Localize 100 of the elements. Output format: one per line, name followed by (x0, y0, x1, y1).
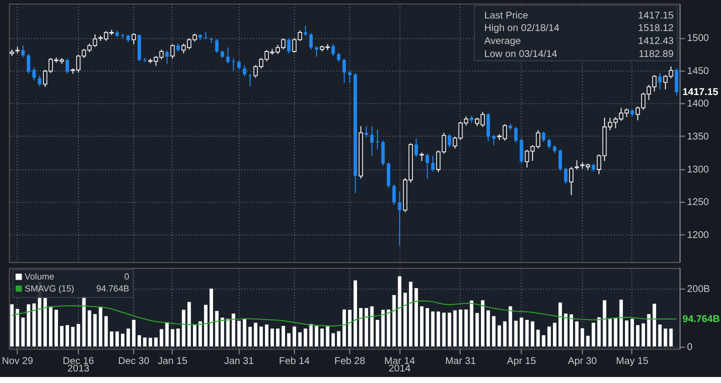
bar (143, 338, 147, 346)
bar (226, 318, 230, 346)
candlestick (26, 54, 30, 74)
bar (614, 318, 618, 346)
bar (170, 329, 174, 346)
candlestick (542, 130, 546, 142)
x-tick-label: Apr 15 (506, 356, 536, 368)
x-tick-label: Dec 30 (118, 356, 150, 368)
candlestick (336, 52, 340, 62)
candlestick (248, 73, 252, 87)
candlestick (398, 191, 402, 246)
candlestick (569, 166, 574, 196)
bar (364, 308, 368, 346)
bar (492, 316, 496, 346)
bar (60, 326, 64, 346)
bar (215, 310, 219, 346)
annotation: 94.764B (96, 284, 130, 294)
bar (552, 322, 556, 346)
x-tick-label: May 15 (616, 356, 649, 368)
x-tick-label: Mar 31 (445, 356, 476, 368)
bar (602, 300, 606, 346)
bar (652, 304, 656, 346)
bar (431, 312, 435, 346)
candlestick (486, 112, 490, 142)
bar (608, 318, 612, 346)
bar (48, 306, 52, 346)
bar (259, 326, 263, 346)
bar (436, 312, 440, 346)
x-tick-label: Nov 29 (2, 356, 34, 368)
text: 94.764B (682, 314, 720, 325)
annotation: 1182.89 (638, 48, 674, 60)
bar (88, 310, 92, 346)
bar (386, 309, 390, 346)
annotation: Low on 03/14/14 (484, 48, 558, 60)
bar (458, 309, 462, 346)
candlestick (38, 75, 42, 87)
candlestick (331, 44, 335, 57)
bar (287, 333, 291, 346)
bar (192, 325, 196, 346)
bar (98, 306, 102, 346)
bar (331, 333, 335, 346)
bar (420, 306, 424, 346)
bar (475, 312, 479, 346)
bar (464, 309, 468, 346)
bar (182, 310, 186, 346)
legend-label: Volume (24, 272, 54, 282)
bar (326, 325, 330, 346)
y-tick-label: 1300 (686, 164, 710, 176)
bar (376, 320, 380, 346)
bar (586, 336, 590, 346)
bar (498, 325, 502, 346)
bar (138, 335, 142, 346)
bar (354, 280, 358, 346)
bar (558, 302, 562, 346)
bar (43, 298, 47, 346)
candlestick (574, 160, 580, 170)
candlestick (132, 32, 136, 45)
candlestick (287, 38, 291, 54)
x-tick-label: Jan 31 (224, 356, 254, 368)
candlestick (558, 148, 562, 172)
bar (160, 329, 164, 346)
bar (10, 304, 14, 346)
bar (204, 304, 208, 346)
candlestick (342, 58, 346, 84)
bar (187, 302, 191, 346)
y-tick-label: 200B (686, 284, 710, 296)
bar (630, 318, 634, 346)
bar (398, 276, 402, 346)
y-tick-label: 0 (686, 342, 693, 353)
bar (82, 296, 86, 346)
bar (210, 288, 214, 346)
bar (403, 292, 407, 346)
candlestick (492, 134, 496, 146)
bar (514, 320, 518, 346)
text: 1417.15 (682, 86, 719, 98)
candlestick (658, 72, 662, 90)
bar (580, 328, 584, 346)
legend-label: SMAVG (15) (24, 284, 74, 294)
bar (292, 326, 296, 346)
bar (348, 310, 352, 346)
bar (32, 303, 36, 346)
bar (547, 326, 551, 346)
bar (16, 308, 20, 346)
bar (426, 308, 430, 346)
y-tick-label: 1200 (686, 230, 710, 241)
y-tick-label: 1450 (686, 66, 710, 77)
bar (647, 314, 651, 346)
bar (148, 338, 152, 346)
candlestick (348, 70, 352, 84)
bar (448, 312, 452, 346)
x-tick-label: Feb 14 (279, 356, 310, 368)
bar (480, 300, 484, 346)
candlestick (426, 153, 430, 180)
bar (520, 318, 524, 346)
bar (575, 321, 579, 346)
candlestick (674, 68, 678, 96)
bar (336, 331, 340, 346)
candlestick (414, 138, 418, 158)
candlestick (215, 38, 219, 54)
bar (359, 308, 363, 346)
